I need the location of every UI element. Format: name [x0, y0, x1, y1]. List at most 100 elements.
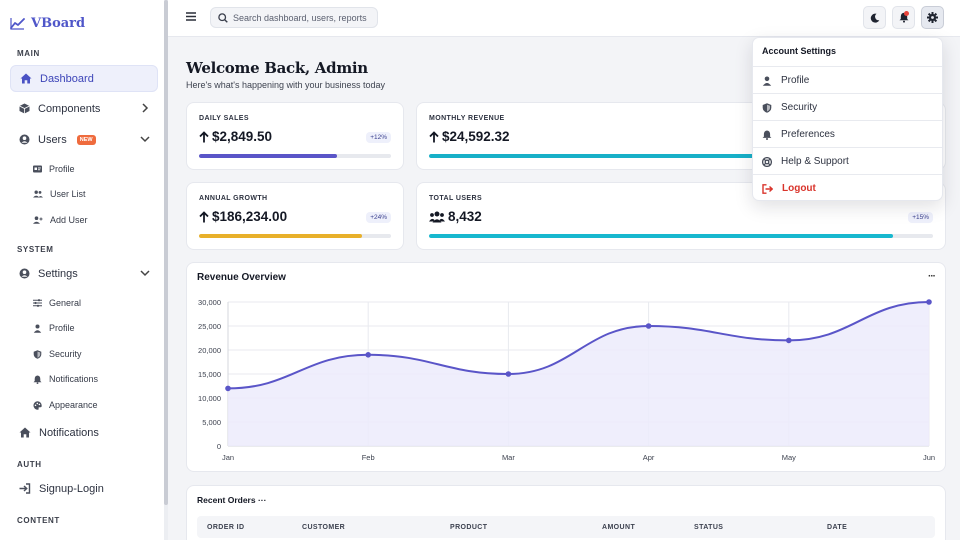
x-tick-label: Jun [923, 453, 935, 462]
orders-title: Recent Orders ··· [197, 495, 267, 505]
progress-track [429, 234, 933, 238]
sidebar-subitem-user-list[interactable]: User List [33, 185, 86, 203]
chart-line-icon [10, 17, 25, 30]
sidebar-scrollbar[interactable] [164, 0, 168, 540]
stat-label: DAILY SALES [199, 115, 249, 122]
menu-item-label: Logout [782, 183, 816, 194]
progress-track [199, 154, 391, 158]
sidebar-item-components[interactable]: Components [10, 95, 158, 122]
search-input[interactable] [233, 12, 373, 23]
sidebar-subitem-add-user[interactable]: Add User [33, 211, 88, 229]
menu-item-help-support[interactable]: Help & Support [753, 148, 942, 175]
progress-fill [199, 234, 363, 238]
data-point [365, 352, 371, 358]
menu-item-label: Preferences [781, 129, 835, 140]
x-tick-label: Jan [222, 453, 234, 462]
progress-fill [429, 234, 893, 238]
sidebar-subitem-label: Notifications [49, 374, 99, 384]
x-tick-label: Apr [643, 453, 655, 462]
sidebar-item-label: Users [38, 133, 67, 146]
y-tick-label: 5,000 [202, 418, 221, 427]
sidebar-item-users[interactable]: Users NEW [10, 126, 158, 153]
chart-title: Revenue Overview [197, 272, 286, 283]
series-area [228, 302, 929, 446]
data-point [505, 371, 512, 377]
progress-fill [429, 154, 833, 158]
column-header[interactable]: PRODUCT [450, 524, 488, 531]
stat-label: ANNUAL GROWTH [199, 195, 268, 202]
stat-label: TOTAL USERS [429, 195, 483, 202]
sidebar-subitem-label: Add User [50, 215, 88, 225]
sidebar-item-label: Settings [38, 267, 78, 280]
login-icon [19, 483, 31, 494]
stat-value-row: $2,849.50 [199, 129, 272, 144]
sidebar-subitem-general[interactable]: General [33, 294, 81, 312]
search-icon [218, 12, 228, 23]
revenue-chart-card: Revenue Overview ··· 0 5,000 10,000 15,000 2… [186, 262, 946, 472]
stat-change-badge: +15% [908, 212, 933, 223]
sidebar-subitem-security[interactable]: Security [33, 345, 82, 363]
search-box[interactable] [210, 7, 378, 28]
column-header[interactable]: CUSTOMER [302, 524, 346, 531]
scrollbar-thumb[interactable] [164, 0, 168, 505]
sidebar-item-notifications[interactable]: Notifications [10, 419, 158, 446]
menu-item-logout[interactable]: Logout [753, 175, 942, 202]
sidebar-item-settings[interactable]: Settings [10, 260, 158, 287]
menu-item-preferences[interactable]: Preferences [753, 121, 942, 148]
palette-icon [33, 400, 42, 410]
brand-name: VBoard [31, 15, 86, 31]
page-title: Welcome Back, Admin [186, 59, 368, 77]
chevron-right-icon [140, 103, 150, 113]
user-icon [33, 324, 42, 333]
stat-value-row: $186,234.00 [199, 209, 287, 224]
sidebar-subitem-label: Security [49, 349, 82, 359]
menu-item-profile[interactable]: Profile [753, 67, 942, 94]
menu-toggle-icon[interactable] [186, 12, 196, 21]
stat-label: MONTHLY REVENUE [429, 115, 505, 122]
new-badge: NEW [76, 134, 96, 145]
revenue-chart: 0 5,000 10,000 15,000 20,000 25,000 30,000 Jan F… [198, 298, 935, 462]
stat-card-daily-sales: DAILY SALES $2,849.50 +12% [186, 102, 404, 170]
section-label-content: CONTENT [17, 516, 60, 525]
brand[interactable]: VBoard [10, 13, 85, 33]
stat-value-row: $24,592.32 [429, 129, 510, 144]
sidebar-item-dashboard[interactable]: Dashboard [10, 65, 158, 92]
column-header[interactable]: ORDER ID [207, 524, 245, 531]
moon-icon [870, 13, 880, 23]
sidebar-item-signup-login[interactable]: Signup-Login [10, 475, 158, 502]
menu-item-security[interactable]: Security [753, 94, 942, 121]
sidebar-subitem-profile[interactable]: Profile [33, 160, 75, 178]
theme-toggle-button[interactable] [863, 6, 886, 29]
section-label-system: SYSTEM [17, 245, 54, 254]
divider [753, 174, 942, 175]
sidebar-subitem-label: Profile [49, 164, 75, 174]
users-icon [429, 211, 445, 223]
arrow-up-icon [199, 210, 209, 223]
sidebar-subitem-label: Appearance [49, 400, 98, 410]
cube-icon [19, 103, 30, 114]
id-card-icon [33, 165, 42, 173]
sidebar-subitem-appearance[interactable]: Appearance [33, 396, 98, 414]
orders-table-header: ORDER ID CUSTOMER PRODUCT AMOUNT STATUS … [197, 516, 935, 538]
column-header[interactable]: AMOUNT [602, 524, 636, 531]
sidebar-subitem-notifications[interactable]: Notifications [33, 370, 98, 388]
chevron-down-icon [140, 268, 150, 278]
settings-button[interactable] [921, 6, 944, 29]
column-header[interactable]: STATUS [694, 524, 724, 531]
x-tick-label: Feb [362, 453, 375, 462]
sidebar-subitem-settings-profile[interactable]: Profile [33, 319, 75, 337]
bell-icon [762, 130, 772, 140]
bell-icon [33, 375, 42, 384]
shield-icon [33, 349, 42, 359]
menu-item-label: Security [781, 102, 818, 113]
notifications-button[interactable] [892, 6, 915, 29]
notification-dot [904, 11, 909, 16]
divider [753, 120, 942, 121]
x-tick-label: May [782, 453, 796, 462]
column-header[interactable]: DATE [827, 524, 848, 531]
progress-track [199, 234, 391, 238]
stat-value: $2,849.50 [212, 129, 273, 144]
user-icon [762, 76, 772, 86]
y-tick-label: 20,000 [198, 346, 221, 355]
more-options-icon[interactable]: ··· [928, 271, 936, 282]
